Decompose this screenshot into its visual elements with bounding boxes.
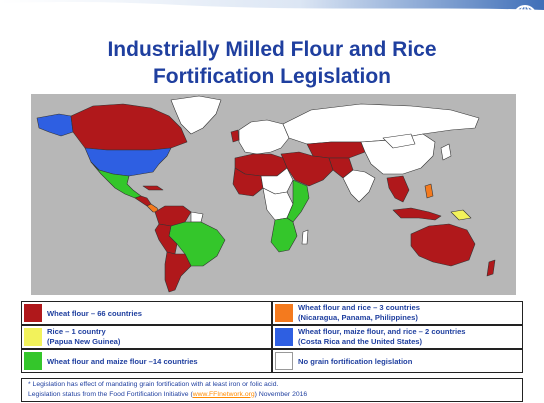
title-line-1: Industrially Milled Flour and Rice	[107, 38, 437, 61]
legend-label-wheat-maize: Wheat flour and maize flour –14 countrie…	[47, 357, 198, 366]
region-cuba	[142, 185, 164, 191]
top-wave-band	[0, 0, 544, 10]
region-alaska	[36, 113, 74, 137]
legend-rice: Rice – 1 country (Papua New Guinea)	[21, 325, 272, 349]
legend-swatch-none	[275, 352, 293, 370]
map-title: Industrially Milled Flour and Rice Forti…	[60, 36, 484, 90]
region-indonesia	[392, 207, 442, 221]
region-japan	[440, 143, 452, 161]
legend-swatch-wheat-maize-rice	[275, 328, 293, 346]
footnote: * Legislation has effect of mandating gr…	[21, 378, 523, 402]
legend-label-rice-main: Rice – 1 country	[47, 327, 106, 336]
region-madagascar	[301, 229, 309, 245]
legend-label-wheat-rice-sub: (Nicaragua, Panama, Philippines)	[298, 312, 418, 322]
region-australia	[410, 223, 476, 267]
region-uk-ireland	[230, 129, 240, 143]
world-map	[31, 94, 516, 295]
region-chile-argentina	[164, 251, 192, 293]
region-middle-east	[280, 151, 334, 187]
legend-wheat-maize-rice: Wheat flour, maize flour, and rice – 2 c…	[272, 325, 523, 349]
legend-swatch-wheat-maize	[24, 352, 42, 370]
region-southeast-asia	[386, 175, 410, 203]
region-guianas	[190, 211, 204, 223]
region-mongolia	[382, 133, 416, 149]
footnote-line-1: * Legislation has effect of mandating gr…	[28, 381, 279, 388]
footnote-prefix: Legislation status from the Food Fortifi…	[28, 390, 193, 398]
footnote-line-2: Legislation status from the Food Fortifi…	[28, 390, 516, 400]
legend-wheat: Wheat flour – 66 countries	[21, 301, 272, 325]
legend-label-wheat-maize-rice-sub: (Costa Rica and the United States)	[298, 336, 423, 346]
legend-label-rice: Rice – 1 country (Papua New Guinea)	[47, 327, 269, 346]
legend-label-wheat-maize-rice: Wheat flour, maize flour, and rice – 2 c…	[298, 327, 520, 346]
ffi-network-link[interactable]: www.FFInetwork.org	[192, 390, 255, 398]
legend-label-wheat-maize-rice-main: Wheat flour, maize flour, and rice – 2 c…	[298, 327, 466, 336]
legend-label-none: No grain fortification legislation	[298, 357, 413, 366]
legend-wheat-maize: Wheat flour and maize flour –14 countrie…	[21, 349, 272, 373]
title-line-2: Fortification Legislation	[152, 65, 391, 88]
legend-swatch-wheat-rice	[275, 304, 293, 322]
region-papua-new-guinea	[450, 209, 472, 221]
region-europe	[238, 119, 290, 155]
legend: Wheat flour – 66 countries Wheat flour a…	[21, 301, 523, 375]
region-southern-africa	[270, 217, 298, 253]
region-philippines	[424, 183, 434, 199]
footnote-suffix: ) November 2016	[254, 390, 308, 398]
legend-label-wheat-rice-main: Wheat flour and rice – 3 countries	[298, 303, 420, 312]
region-india	[342, 169, 376, 203]
legend-swatch-wheat	[24, 304, 42, 322]
legend-none: No grain fortification legislation	[272, 349, 523, 373]
legend-swatch-rice	[24, 328, 42, 346]
globe-logo-icon	[513, 5, 537, 29]
region-china	[360, 133, 436, 175]
legend-label-wheat-rice: Wheat flour and rice – 3 countries (Nica…	[298, 303, 520, 322]
region-greenland	[170, 95, 222, 135]
region-new-zealand	[486, 259, 496, 277]
legend-label-rice-sub: (Papua New Guinea)	[47, 336, 121, 346]
legend-label-wheat: Wheat flour – 66 countries	[47, 309, 142, 318]
legend-wheat-rice: Wheat flour and rice – 3 countries (Nica…	[272, 301, 523, 325]
region-east-africa	[286, 179, 310, 223]
region-west-africa	[232, 167, 264, 197]
